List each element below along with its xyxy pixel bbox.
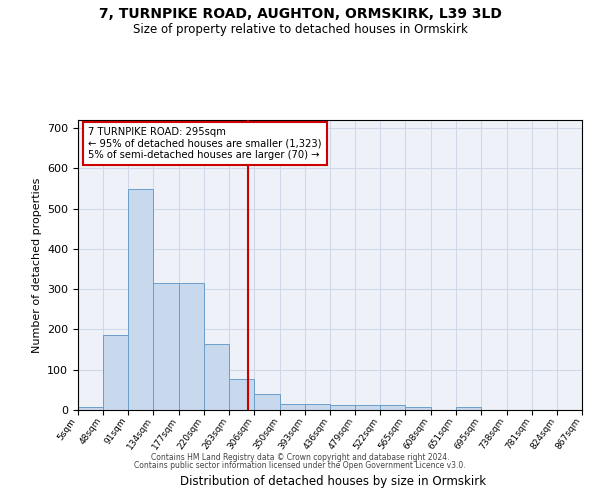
Text: 7, TURNPIKE ROAD, AUGHTON, ORMSKIRK, L39 3LD: 7, TURNPIKE ROAD, AUGHTON, ORMSKIRK, L39…	[98, 8, 502, 22]
Bar	[179, 283, 204, 410]
Text: Contains public sector information licensed under the Open Government Licence v3: Contains public sector information licen…	[134, 461, 466, 470]
Bar	[406, 407, 431, 410]
Text: 7 TURNPIKE ROAD: 295sqm
← 95% of detached houses are smaller (1,323)
5% of semi-: 7 TURNPIKE ROAD: 295sqm ← 95% of detache…	[88, 127, 322, 160]
Bar	[456, 407, 481, 410]
Bar	[78, 407, 103, 410]
Bar	[204, 344, 229, 410]
Y-axis label: Number of detached properties: Number of detached properties	[32, 178, 41, 352]
Bar	[254, 394, 280, 410]
Bar	[154, 283, 179, 410]
Bar	[103, 336, 128, 410]
Bar	[330, 405, 355, 410]
Bar	[305, 404, 330, 410]
Bar	[380, 405, 406, 410]
Bar	[229, 379, 254, 410]
Text: Distribution of detached houses by size in Ormskirk: Distribution of detached houses by size …	[180, 474, 486, 488]
Bar	[280, 404, 305, 410]
Text: Contains HM Land Registry data © Crown copyright and database right 2024.: Contains HM Land Registry data © Crown c…	[151, 454, 449, 462]
Bar	[355, 405, 380, 410]
Bar	[128, 190, 154, 410]
Text: Size of property relative to detached houses in Ormskirk: Size of property relative to detached ho…	[133, 22, 467, 36]
